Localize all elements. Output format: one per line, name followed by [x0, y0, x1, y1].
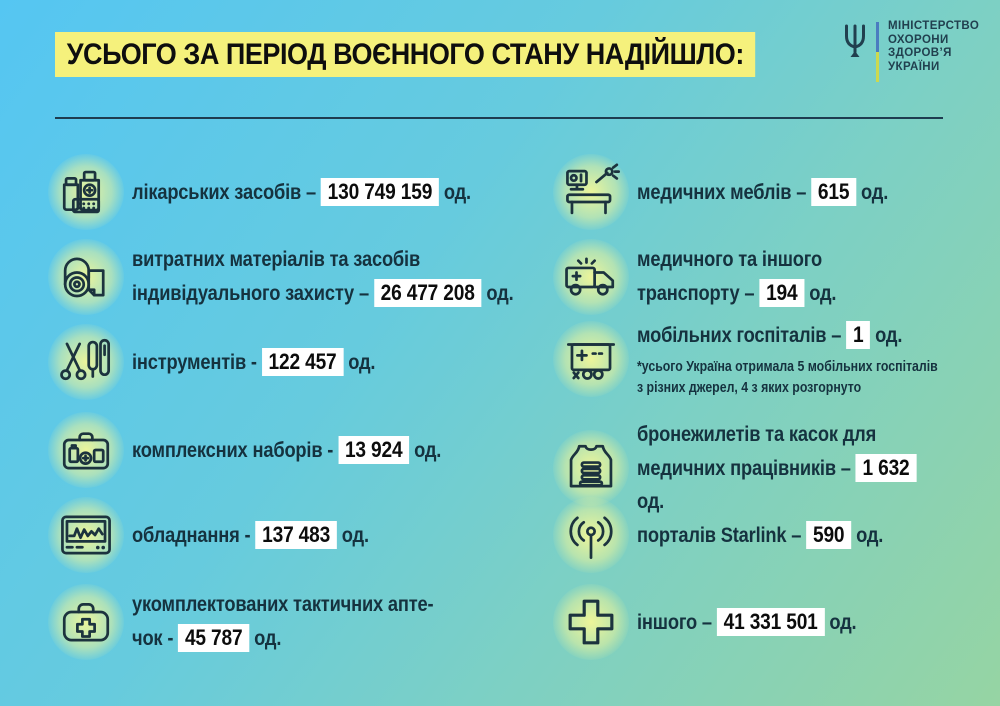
medicines-icon — [48, 154, 124, 230]
item-kits: комплексних наборів - 13 924 од. — [48, 412, 496, 488]
item-unit: од. — [804, 281, 837, 305]
supplies-icon — [48, 238, 124, 315]
item-text: медичного та іншого транспорту – 194 од. — [637, 243, 836, 310]
item-main-line: мобільних госпіталів – 1 од. — [637, 318, 938, 352]
equipment-icon — [48, 497, 124, 573]
item-label: медичного та іншого транспорту – — [637, 247, 822, 305]
item-other: іншого – 41 331 501 од. — [553, 584, 895, 660]
item-first-aid-kits: укомплектованих тактичних апте- чок - 45… — [48, 583, 487, 660]
item-unit: од. — [870, 323, 903, 347]
kit-icon — [48, 412, 124, 488]
item-supplies: витратних матеріалів та засобів індивіду… — [48, 238, 581, 315]
item-text: витратних матеріалів та засобів індивіду… — [132, 243, 514, 310]
item-value: 1 632 — [855, 454, 917, 482]
item-label: медичних меблів – — [637, 180, 812, 204]
header-divider — [55, 117, 943, 119]
item-label: іншого – — [637, 610, 717, 634]
page-title: УСЬОГО ЗА ПЕРІОД ВОЄННОГО СТАНУ НАДІЙШЛО… — [55, 32, 756, 77]
item-value: 137 483 — [255, 521, 337, 549]
ministry-logo: МІНІСТЕРСТВО ОХОРОНИ ЗДОРОВ’Я УКРАЇНИ — [843, 20, 979, 82]
ukraine-trident-icon — [845, 24, 865, 57]
vest-icon — [553, 430, 629, 506]
item-value: 615 — [811, 178, 857, 206]
item-instruments: інструментів - 122 457 од. — [48, 324, 418, 400]
item-value: 590 — [806, 521, 852, 549]
item-label: порталів Starlink – — [637, 523, 807, 547]
item-text: обладнання - 137 483 од. — [132, 518, 369, 552]
item-starlink: порталів Starlink – 590 од. — [553, 497, 927, 573]
item-text: лікарських засобів – 130 749 159 од. — [132, 175, 471, 209]
item-medicines: лікарських засобів – 130 749 159 од. — [48, 154, 531, 230]
item-value: 26 477 208 — [373, 279, 482, 307]
item-label: комплексних наборів - — [132, 438, 339, 462]
item-text: бронежилетів та касок для медичних праці… — [637, 418, 946, 518]
starlink-icon — [553, 497, 629, 573]
item-unit: од. — [336, 523, 369, 547]
item-unit: од. — [856, 180, 889, 204]
item-furniture: медичних меблів – 615 од. — [553, 154, 932, 230]
other-icon — [553, 584, 629, 660]
item-text: інструментів - 122 457 од. — [132, 345, 375, 379]
item-transport: медичного та іншого транспорту – 194 од. — [553, 238, 871, 315]
item-text: іншого – 41 331 501 од. — [637, 605, 857, 639]
item-unit: од. — [409, 438, 442, 462]
aidkit-icon — [48, 583, 124, 660]
item-label: обладнання - — [132, 523, 256, 547]
item-value: 130 749 159 — [320, 178, 439, 206]
item-unit: од. — [438, 180, 471, 204]
item-unit: од. — [481, 281, 514, 305]
item-label: бронежилетів та касок для медичних праці… — [637, 422, 877, 480]
item-mobile-hospitals: мобільних госпіталів – 1 од. *усього Укр… — [553, 318, 991, 399]
item-footnote: *усього Україна отримала 5 мобільних гос… — [637, 359, 938, 396]
item-unit: од. — [343, 350, 376, 374]
item-unit: од. — [851, 523, 884, 547]
transport-icon — [553, 238, 629, 315]
item-label: інструментів - — [132, 350, 262, 374]
item-label: укомплектованих тактичних апте- чок - — [132, 592, 434, 650]
item-label: лікарських засобів – — [132, 180, 321, 204]
item-text: мобільних госпіталів – 1 од. *усього Укр… — [637, 318, 938, 399]
item-unit: од. — [637, 489, 665, 513]
item-text: укомплектованих тактичних апте- чок - 45… — [132, 588, 434, 655]
item-unit: од. — [249, 626, 282, 650]
item-body-armor: бронежилетів та касок для медичних праці… — [553, 418, 1000, 518]
item-value: 1 — [846, 321, 871, 349]
item-text: порталів Starlink – 590 од. — [637, 518, 883, 552]
item-label: мобільних госпіталів – — [637, 323, 847, 347]
item-equipment: обладнання - 137 483 од. — [48, 497, 411, 573]
ministry-name: МІНІСТЕРСТВО ОХОРОНИ ЗДОРОВ’Я УКРАЇНИ — [888, 20, 980, 73]
item-value: 45 787 — [178, 624, 250, 652]
item-text: медичних меблів – 615 од. — [637, 175, 888, 209]
item-text: комплексних наборів - 13 924 од. — [132, 433, 441, 467]
furniture-icon — [553, 154, 629, 230]
item-unit: од. — [824, 610, 857, 634]
item-value: 41 331 501 — [716, 608, 825, 636]
item-label: витратних матеріалів та засобів індивіду… — [132, 247, 421, 305]
item-value: 122 457 — [261, 348, 344, 376]
hospital-icon — [553, 320, 629, 397]
item-value: 13 924 — [338, 436, 410, 464]
instruments-icon — [48, 324, 124, 400]
flag-bar — [876, 22, 879, 82]
item-value: 194 — [759, 279, 805, 307]
